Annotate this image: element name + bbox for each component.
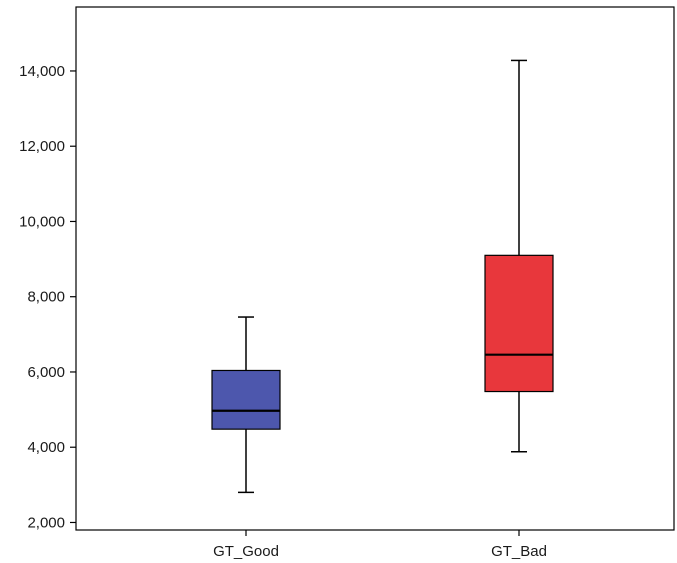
y-tick-label: 6,000: [27, 364, 65, 381]
y-tick-label: 8,000: [27, 289, 65, 306]
y-axis: 2,000 4,000 6,000 8,000 10,000 12,000 14,000: [19, 63, 76, 531]
plot-area: [75, 6, 675, 531]
y-tick-label: 2,000: [27, 514, 65, 531]
y-tick-label: 10,000: [19, 213, 65, 230]
y-tick-label: 14,000: [19, 63, 65, 80]
x-category-label: GT_Bad: [491, 543, 547, 560]
iqr-box: [484, 254, 554, 393]
y-tick-label: 12,000: [19, 138, 65, 155]
iqr-box: [211, 369, 281, 430]
box-gt-bad: [484, 59, 554, 453]
x-category-label: GT_Good: [213, 543, 279, 560]
box-series: [211, 59, 554, 494]
box-gt-good: [211, 316, 281, 494]
y-tick-label: 4,000: [27, 439, 65, 456]
x-axis: GT_Good GT_Bad: [213, 530, 547, 560]
